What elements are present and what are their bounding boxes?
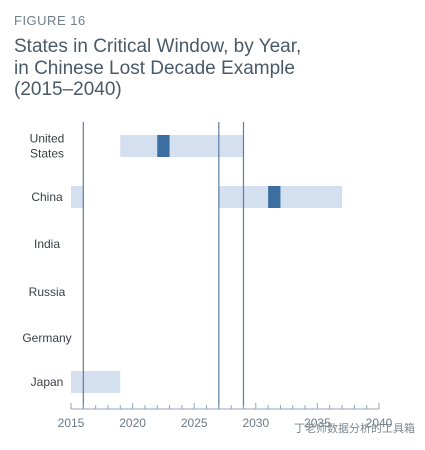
watermark: 丁老师数据分析的工具箱: [294, 422, 415, 435]
category-label-russia: Russia: [29, 285, 66, 299]
category-label-united-states: States: [30, 147, 64, 161]
x-tick-label-2025: 2025: [181, 416, 208, 430]
title-line-1: States in Critical Window, by Year,: [14, 36, 302, 57]
title-line-2: in Chinese Lost Decade Example: [14, 57, 295, 79]
category-label-united-states: United: [30, 132, 65, 146]
window-bar-japan: [71, 371, 121, 393]
category-label-india: India: [34, 237, 60, 251]
x-tick-label-2035: 2035: [304, 416, 331, 430]
peak-bar-china: [268, 186, 281, 208]
window-bar-united-states: [120, 135, 244, 157]
x-tick-label-2020: 2020: [119, 416, 146, 430]
peak-bar-united-states: [157, 135, 170, 157]
chart-title: States in Critical Window, by Year, in C…: [14, 36, 414, 101]
x-tick-label-2040: 2040: [366, 416, 393, 430]
x-tick-label-2015: 2015: [58, 416, 85, 430]
window-bar-china: [71, 186, 84, 208]
x-tick-label-2030: 2030: [242, 416, 269, 430]
category-label-germany: Germany: [22, 331, 71, 345]
category-label-japan: Japan: [31, 375, 64, 389]
figure-label: FIGURE 16: [14, 13, 86, 28]
title-line-3: (2015–2040): [14, 79, 122, 100]
category-label-china: China: [31, 190, 63, 204]
